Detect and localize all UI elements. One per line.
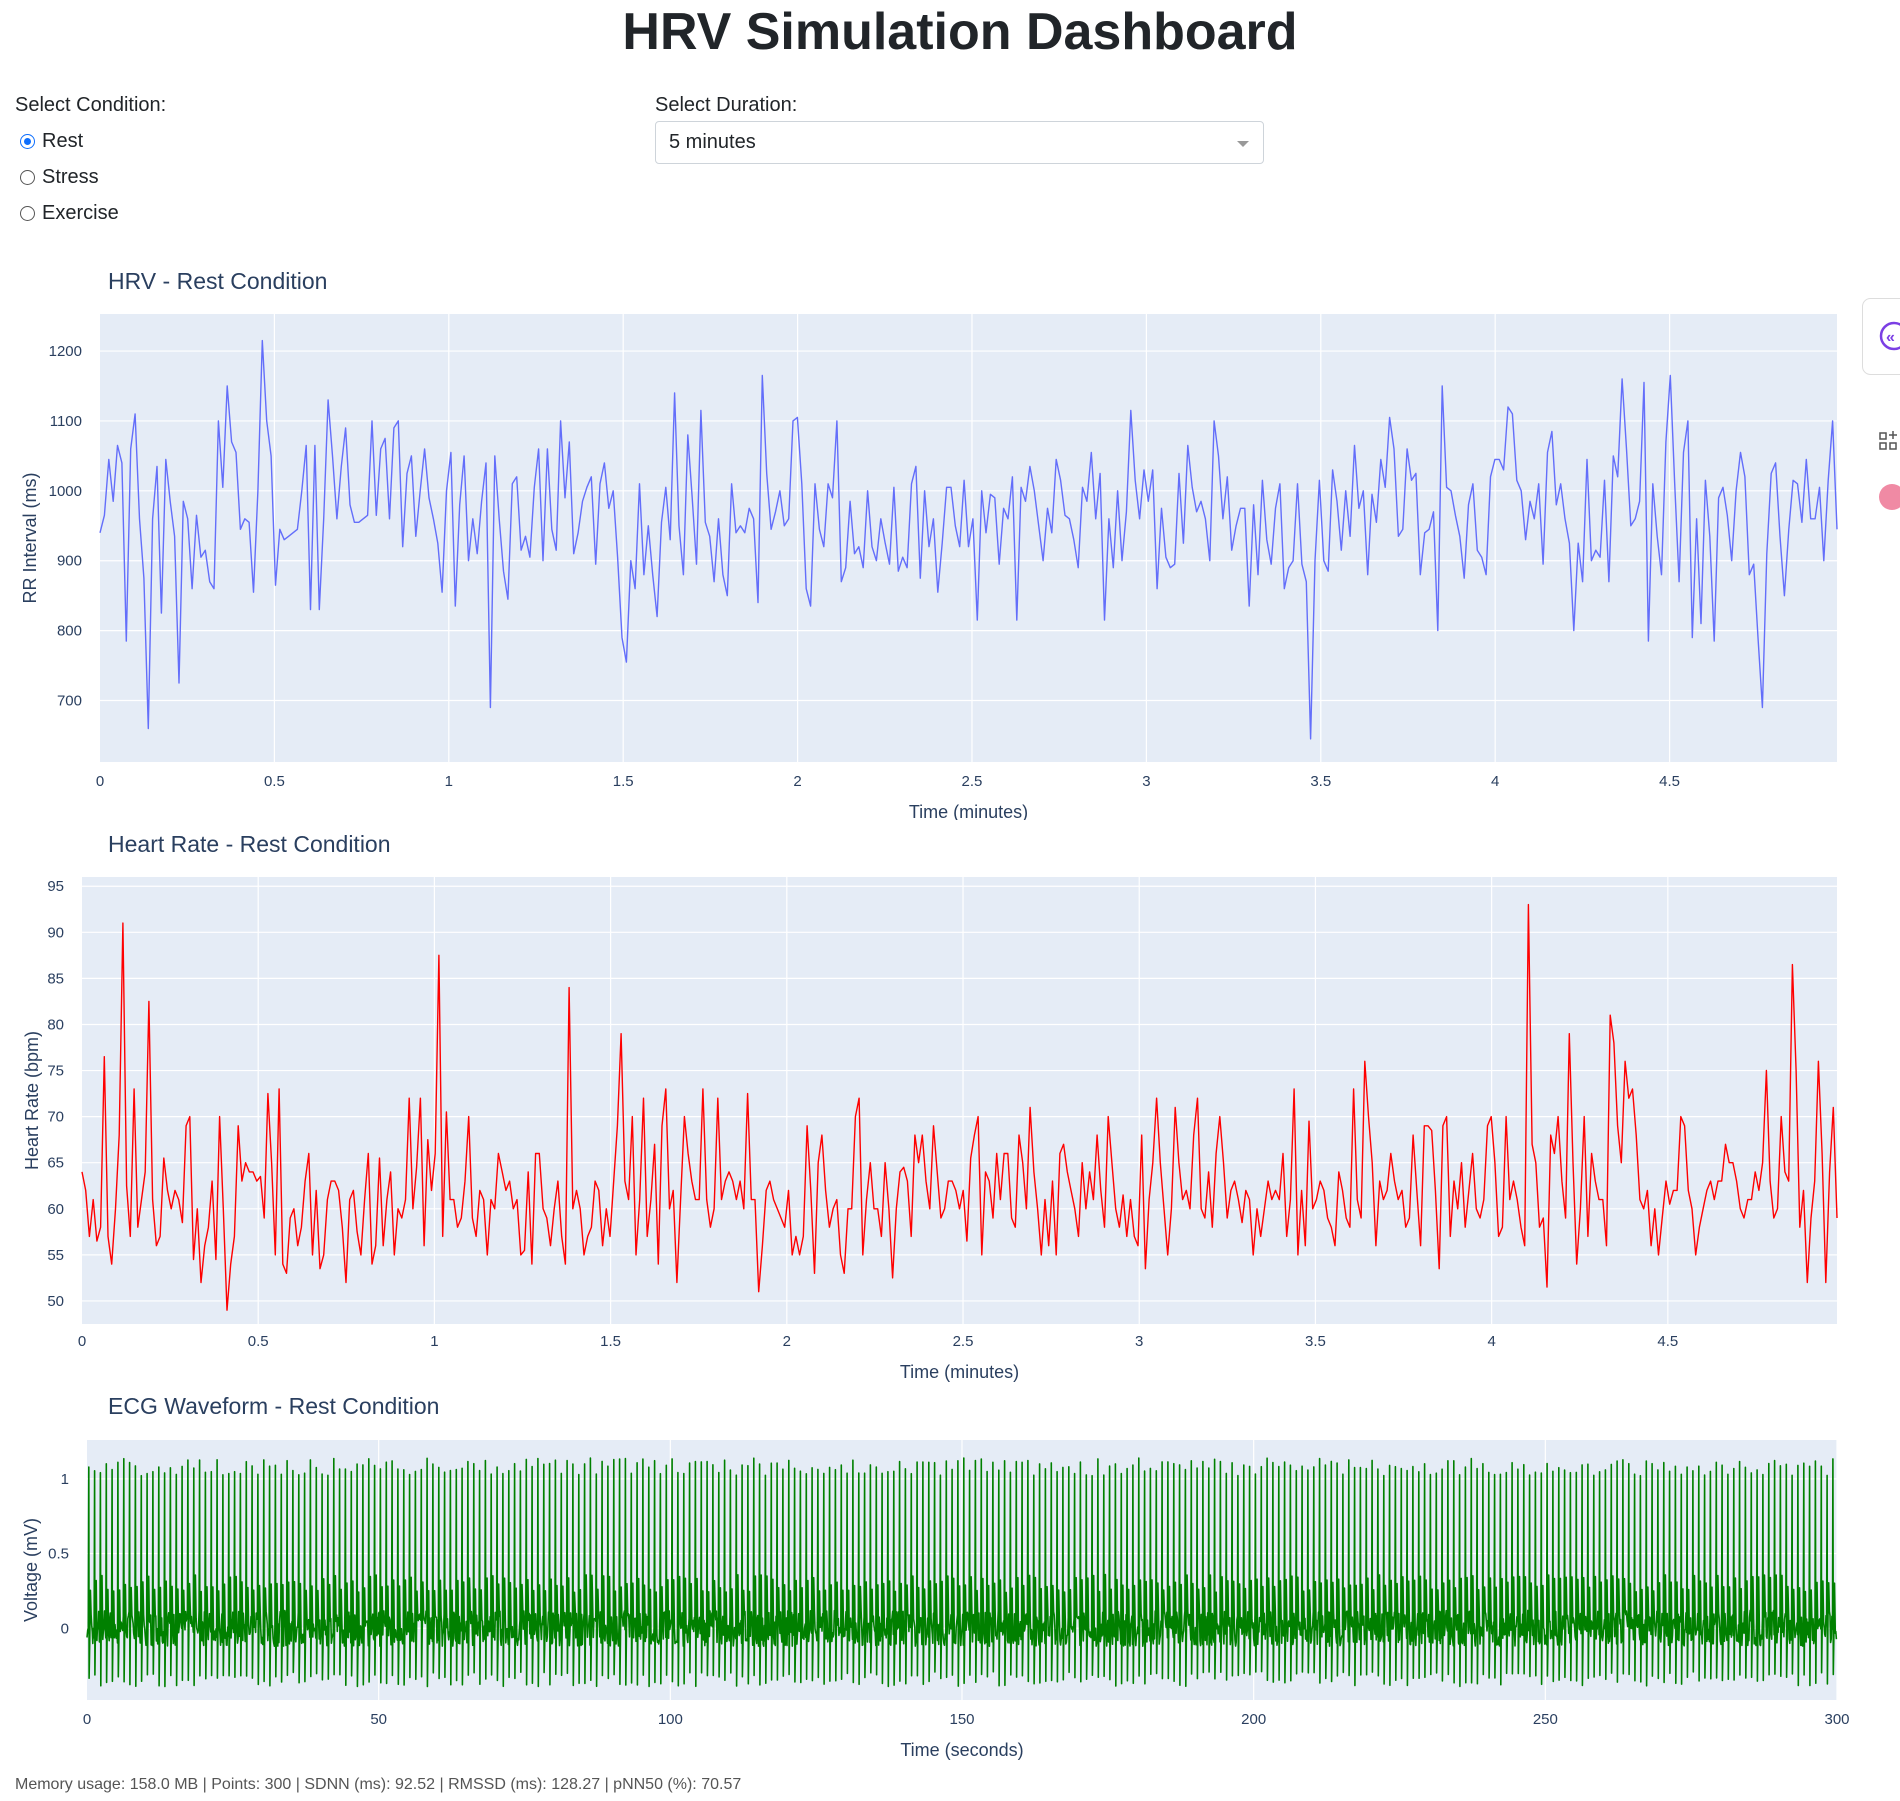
- x-tick-label: 4.5: [1659, 773, 1680, 790]
- x-tick-label: 50: [370, 1711, 387, 1728]
- hr-chart: 0 0.5 1 1.5 2 2.5 3 3.5 4 4.5 50 55 60 65 70 75 80 85 90 95…: [22, 877, 1838, 1382]
- y-tick-label: 800: [57, 623, 82, 640]
- y-tick-label: 1000: [49, 483, 82, 500]
- y-tick-label: 0.5: [48, 1546, 69, 1563]
- x-tick-label: 4: [1491, 773, 1499, 790]
- x-tick-label: 150: [949, 1711, 974, 1728]
- y-axis-label: Heart Rate (bpm): [22, 1031, 42, 1170]
- y-tick-label: 1100: [50, 413, 82, 430]
- y-tick-label: 80: [47, 1016, 64, 1033]
- radio-exercise-label: Exercise: [42, 202, 119, 224]
- x-tick-label: 250: [1533, 1711, 1558, 1728]
- condition-label: Select Condition:: [15, 94, 167, 116]
- x-axis-label: Time (minutes): [909, 802, 1028, 820]
- x-axis-label: Time (minutes): [900, 1362, 1019, 1382]
- side-panel-tab[interactable]: «: [1862, 298, 1900, 376]
- x-tick-label: 2.5: [953, 1333, 974, 1350]
- y-tick-label: 700: [57, 692, 82, 709]
- x-tick-label: 300: [1824, 1711, 1849, 1728]
- y-tick-label: 900: [57, 553, 82, 570]
- x-tick-label: 1: [445, 773, 453, 790]
- x-tick-label: 3: [1135, 1333, 1143, 1350]
- status-footer: Memory usage: 158.0 MB | Points: 300 | S…: [15, 1776, 742, 1793]
- y-axis-label: Voltage (mV): [21, 1518, 41, 1622]
- x-tick-label: 1.5: [600, 1333, 621, 1350]
- radio-stress-indicator[interactable]: [20, 170, 35, 185]
- x-tick-label: 0: [78, 1333, 86, 1350]
- x-tick-label: 2.5: [962, 773, 983, 790]
- y-tick-label: 55: [47, 1247, 64, 1264]
- chevron-down-icon[interactable]: [1237, 141, 1249, 147]
- duration-select[interactable]: 5 minutes: [655, 121, 1264, 164]
- plot-area: [82, 877, 1837, 1324]
- x-tick-label: 3.5: [1305, 1333, 1326, 1350]
- y-tick-label: 85: [47, 970, 64, 987]
- ecg-chart-title: ECG Waveform - Rest Condition: [108, 1393, 440, 1419]
- x-tick-label: 3.5: [1310, 773, 1331, 790]
- x-tick-label: 4.5: [1657, 1333, 1678, 1350]
- x-axis-label: Time (seconds): [900, 1740, 1023, 1760]
- radio-exercise-indicator[interactable]: [20, 206, 35, 221]
- series-line: [99, 339, 1838, 740]
- radio-stress[interactable]: Stress: [20, 166, 99, 189]
- radio-rest-label: Rest: [42, 130, 84, 152]
- y-tick-label: 1: [61, 1471, 69, 1488]
- radio-exercise[interactable]: Exercise: [20, 202, 119, 225]
- x-tick-label: 2: [783, 1333, 791, 1350]
- x-tick-label: 200: [1241, 1711, 1266, 1728]
- x-tick-label: 1: [430, 1333, 438, 1350]
- hrv-chart-title: HRV - Rest Condition: [108, 268, 328, 294]
- page-title: HRV Simulation Dashboard: [622, 3, 1298, 61]
- radio-stress-label: Stress: [42, 166, 99, 188]
- grid-add-icon[interactable]: [1872, 425, 1900, 459]
- y-tick-label: 60: [47, 1201, 64, 1218]
- x-tick-label: 1.5: [613, 773, 634, 790]
- x-tick-label: 0.5: [264, 773, 285, 790]
- y-axis-label: RR Interval (ms): [20, 472, 40, 603]
- y-tick-label: 1200: [49, 343, 82, 360]
- y-tick-label: 95: [47, 878, 64, 895]
- x-tick-label: 3: [1142, 773, 1150, 790]
- translate-icon[interactable]: [1872, 479, 1900, 515]
- radio-rest-indicator[interactable]: [20, 134, 35, 149]
- collapse-icon: [1879, 321, 1900, 351]
- x-tick-label: 0: [83, 1711, 91, 1728]
- x-tick-label: 4: [1487, 1333, 1495, 1350]
- x-tick-label: 0: [96, 773, 104, 790]
- x-tick-label: 2: [793, 773, 801, 790]
- x-tick-label: 0.5: [248, 1333, 269, 1350]
- hr-chart-title: Heart Rate - Rest Condition: [108, 831, 391, 857]
- y-tick-label: 65: [47, 1155, 64, 1172]
- y-tick-label: 70: [47, 1109, 64, 1126]
- radio-rest[interactable]: Rest: [20, 130, 83, 153]
- duration-label: Select Duration:: [655, 94, 798, 116]
- ecg-chart: 0 50 100 150 200 250 300 0 0.5 1 Time (seconds) Vol…: [21, 1440, 1850, 1760]
- hrv-chart: 0 0.5 1 1.5 2 2.5 3 3.5 4 4.5 700 800 900 1000 1100 120…: [20, 314, 1838, 820]
- series-line: [86, 1457, 1838, 1688]
- x-tick-label: 100: [658, 1711, 683, 1728]
- y-tick-label: 0: [61, 1620, 69, 1637]
- series-line: [81, 903, 1838, 1311]
- y-tick-label: 90: [47, 924, 64, 941]
- duration-select-value: 5 minutes: [669, 131, 756, 153]
- svg-text:«: «: [1886, 329, 1895, 346]
- y-tick-label: 50: [47, 1293, 64, 1310]
- y-tick-label: 75: [47, 1063, 64, 1080]
